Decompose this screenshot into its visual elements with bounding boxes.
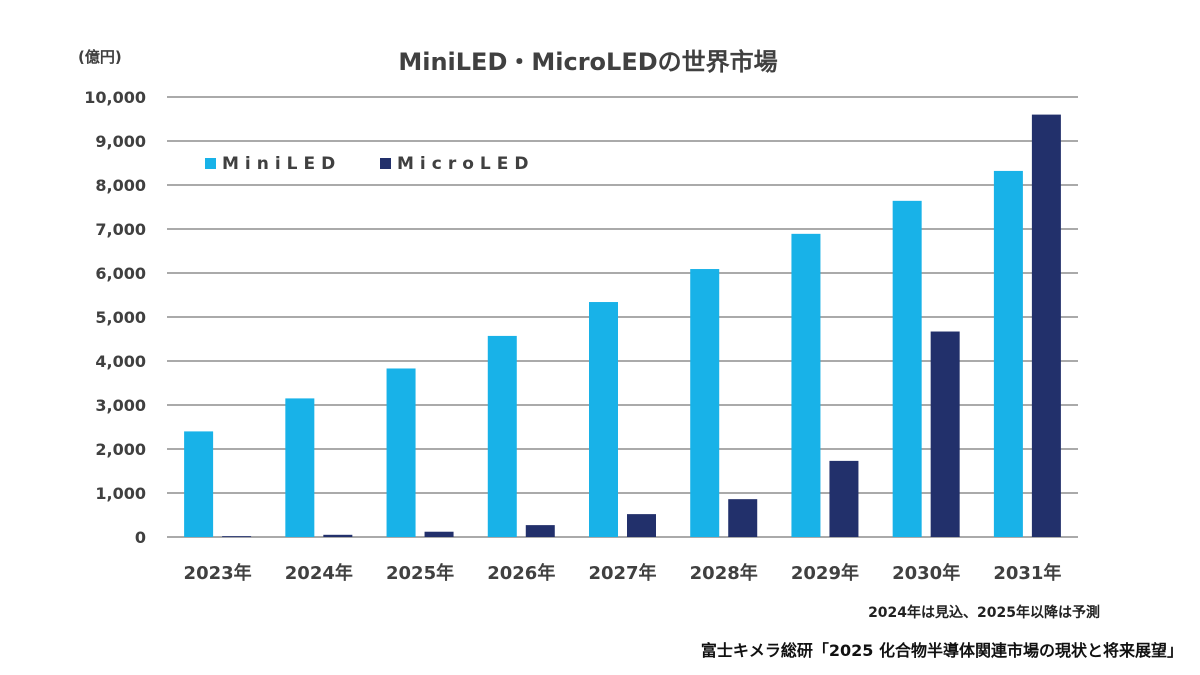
bar-microled-2 [424,531,454,537]
bar-microled-3 [525,525,555,537]
bars [184,114,1061,538]
x-tick-label: 2029年 [791,562,859,584]
chart-title: MiniLED・MicroLEDの世界市場 [398,48,777,76]
bar-microled-8 [1031,114,1061,537]
bar-miniled-8 [993,170,1023,538]
y-tick-label: 7,000 [95,220,146,239]
legend: MiniLED MicroLED [205,154,534,174]
y-tick-label: 2,000 [95,440,146,459]
y-axis-ticks: 0 1,000 2,000 3,000 4,000 5,000 6,000 7,000 8,00… [84,88,146,547]
legend-label-miniled: MiniLED [222,154,341,174]
x-tick-label: 2028年 [690,562,758,584]
x-tick-label: 2025年 [386,562,454,584]
x-tick-label: 2023年 [184,562,252,584]
source-citation: 富士キメラ総研「2025 化合物半導体関連市場の現状と将来展望」 [701,641,1183,660]
legend-label-microled: MicroLED [397,154,534,174]
bar-miniled-2 [386,368,416,537]
x-tick-label: 2030年 [892,562,960,584]
bar-microled-4 [627,514,656,537]
gridlines [167,96,1078,538]
bar-microled-1 [323,534,353,537]
y-tick-label: 0 [135,528,146,547]
y-tick-label: 10,000 [84,88,146,107]
bar-miniled-7 [892,200,922,537]
y-tick-label: 6,000 [95,264,146,283]
x-tick-label: 2026年 [487,562,555,584]
bar-miniled-3 [487,335,517,537]
y-tick-label: 8,000 [95,176,146,195]
bar-miniled-4 [589,302,618,537]
x-tick-label: 2024年 [285,562,353,584]
bar-microled-0 [222,536,252,538]
legend-swatch-miniled [205,158,216,169]
legend-swatch-microled [380,158,391,169]
bar-microled-5 [728,499,758,537]
y-tick-label: 3,000 [95,396,146,415]
x-axis-ticks: 2023年 2024年 2025年 2026年 2027年 2028年 2029年 2030年… [184,562,1062,584]
bar-miniled-5 [690,269,720,537]
bar-miniled-1 [285,398,315,537]
y-tick-label: 5,000 [95,308,146,327]
bar-microled-6 [829,460,859,537]
bar-miniled-6 [791,233,821,537]
x-tick-label: 2027年 [588,562,656,584]
forecast-note: 2024年は見込、2025年以降は予測 [868,604,1100,621]
y-tick-label: 1,000 [95,484,146,503]
y-axis-unit-label: (億円) [78,48,122,66]
y-tick-label: 4,000 [95,352,146,371]
x-tick-label: 2031年 [993,562,1061,584]
y-tick-label: 9,000 [95,132,146,151]
bar-microled-7 [930,331,960,537]
bar-miniled-0 [184,431,214,537]
